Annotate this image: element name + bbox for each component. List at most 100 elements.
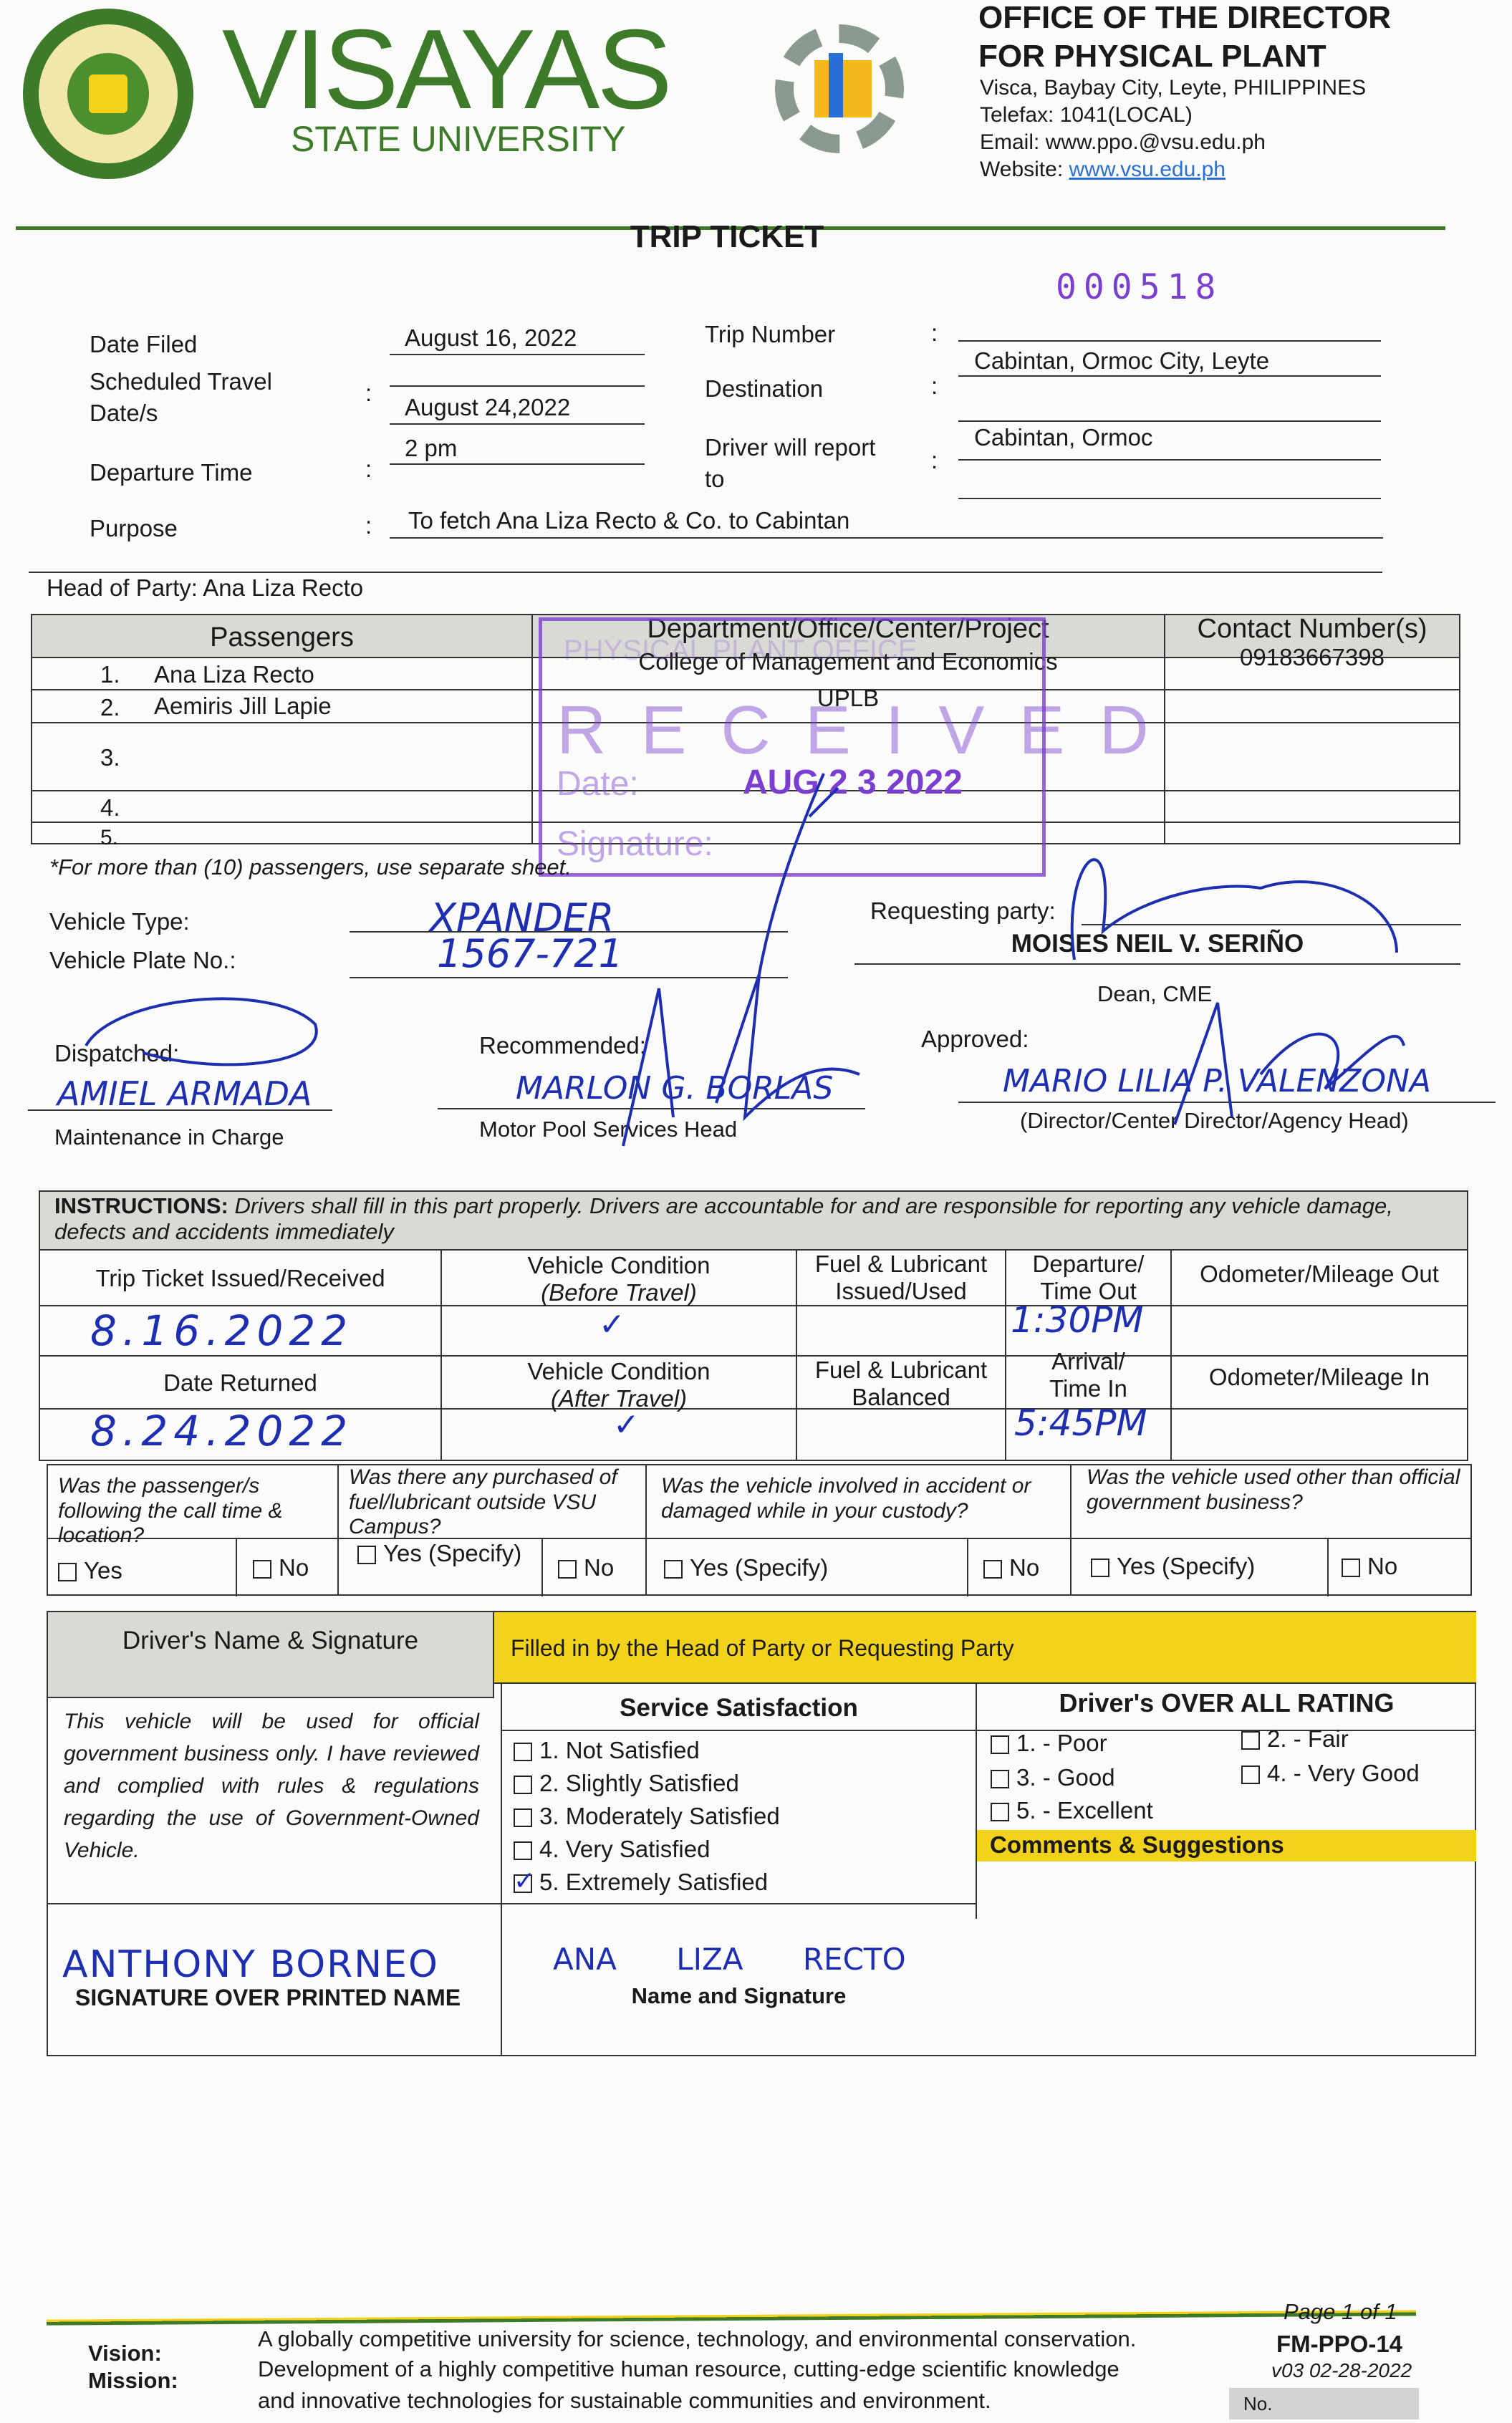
option-label: 2. Slightly Satisfied bbox=[539, 1770, 739, 1796]
underline bbox=[390, 463, 645, 465]
underline bbox=[350, 931, 788, 933]
date-filed-value: August 16, 2022 bbox=[405, 324, 577, 351]
rating-header: Driver's OVER ALL RATING bbox=[1059, 1688, 1395, 1718]
arrival-value: 5:45PM bbox=[1014, 1402, 1147, 1444]
mission-text-2: and innovative technologies for sustaina… bbox=[258, 2388, 991, 2413]
stamp-faint-text: PHYSICAL PLANT OFFICE bbox=[564, 635, 918, 666]
approved-signature bbox=[1173, 1002, 1405, 1125]
q2-no-checkbox[interactable]: No bbox=[558, 1554, 614, 1581]
office-website: Website: www.vsu.edu.ph bbox=[980, 158, 1226, 183]
scheduled-value: August 24,2022 bbox=[405, 394, 571, 420]
dispatched-label: Dispatched: bbox=[54, 1040, 180, 1066]
q2-yes-checkbox[interactable]: Yes (Specify) bbox=[357, 1540, 536, 1567]
option-label: Yes (Specify) bbox=[690, 1554, 829, 1581]
fuel-bal-2: Balanced bbox=[852, 1384, 950, 1410]
departure-value: 1:30PM bbox=[1011, 1299, 1144, 1341]
satisfaction-option-3[interactable]: 3. Moderately Satisfied bbox=[514, 1803, 780, 1830]
checkbox-icon bbox=[58, 1563, 77, 1581]
colon: : bbox=[931, 319, 938, 346]
cond-after-1: Vehicle Condition bbox=[527, 1358, 711, 1384]
trip-number-label: Trip Number bbox=[705, 321, 836, 347]
report-label-2: to bbox=[705, 466, 725, 492]
passenger-name: Ana Liza Recto bbox=[154, 661, 314, 688]
evaluation-section: Driver's Name & Signature This vehicle w… bbox=[47, 1611, 1476, 2056]
row-line bbox=[40, 1355, 1467, 1357]
underline bbox=[390, 537, 1383, 539]
dispatched-title: Maintenance in Charge bbox=[54, 1124, 284, 1150]
ticket-number: 000518 bbox=[1056, 267, 1223, 307]
divider bbox=[1070, 1465, 1072, 1594]
departure-label: Departure Time bbox=[90, 459, 253, 486]
checkbox-icon bbox=[983, 1560, 1002, 1579]
underline bbox=[958, 375, 1381, 377]
fuel-issued-1: Fuel & Lubricant bbox=[814, 1251, 988, 1277]
table-header-row bbox=[32, 615, 1459, 658]
q1-no-checkbox[interactable]: No bbox=[253, 1554, 309, 1581]
rating-option-4[interactable]: 4. - Very Good bbox=[1241, 1760, 1420, 1787]
row-line bbox=[48, 1538, 1470, 1539]
rating-option-5[interactable]: 5. - Excellent bbox=[991, 1797, 1153, 1824]
rating-option-1[interactable]: 1. - Poor bbox=[991, 1730, 1107, 1757]
website-link[interactable]: www.vsu.edu.ph bbox=[1069, 158, 1226, 181]
departure-2: Time Out bbox=[1040, 1278, 1137, 1304]
no-label: No. bbox=[1243, 2393, 1273, 2414]
comments-input[interactable] bbox=[977, 1861, 1476, 2048]
odometer-in: Odometer/Mileage In bbox=[1208, 1364, 1430, 1390]
satisfaction-signer: ANA LIZA RECTO bbox=[553, 1942, 906, 1977]
row-num: 2. bbox=[100, 694, 120, 721]
recommended-title: Motor Pool Services Head bbox=[479, 1117, 738, 1142]
checkbox-icon bbox=[1342, 1559, 1360, 1577]
option-label: No bbox=[584, 1554, 615, 1581]
colon: : bbox=[365, 512, 372, 539]
vehicle-type-label: Vehicle Type: bbox=[49, 908, 190, 935]
option-label: 5. Extremely Satisfied bbox=[539, 1869, 769, 1895]
satisfaction-header: Service Satisfaction bbox=[620, 1694, 858, 1722]
option-label: 3. Moderately Satisfied bbox=[539, 1803, 780, 1829]
vision-text: A globally competitive university for sc… bbox=[258, 2326, 1137, 2351]
divider bbox=[1164, 615, 1165, 843]
satisfaction-banner-text: Filled in by the Head of Party or Reques… bbox=[511, 1635, 1014, 1661]
satisfaction-option-2[interactable]: 2. Slightly Satisfied bbox=[514, 1770, 739, 1797]
divider bbox=[645, 1465, 647, 1594]
colon: : bbox=[931, 372, 938, 399]
vehicle-plate-value: 1567-721 bbox=[437, 931, 623, 976]
stamp-received: RECEIVED bbox=[557, 692, 1183, 769]
row-line bbox=[48, 1903, 977, 1904]
departure-1: Departure/ bbox=[1032, 1251, 1145, 1277]
underline bbox=[958, 420, 1381, 422]
q4-yes-checkbox[interactable]: Yes (Specify) bbox=[1091, 1553, 1255, 1580]
underline bbox=[958, 498, 1381, 499]
recommended-label: Recommended: bbox=[479, 1032, 646, 1059]
rating-option-3[interactable]: 3. - Good bbox=[991, 1764, 1115, 1791]
arrival-1: Arrival/ bbox=[1051, 1348, 1125, 1374]
signature-scribbles bbox=[85, 773, 1405, 1147]
satisfaction-option-1[interactable]: 1. Not Satisfied bbox=[514, 1737, 700, 1764]
satisfaction-option-5[interactable]: ✓ 5. Extremely Satisfied bbox=[514, 1866, 769, 1896]
rating-option-2[interactable]: 2. - Fair bbox=[1241, 1725, 1349, 1753]
no-box: No. bbox=[1229, 2388, 1419, 2419]
underline bbox=[958, 1102, 1496, 1103]
office-email: Email: www.ppo.@vsu.edu.ph bbox=[980, 130, 1266, 154]
cond-before-check: ✓ bbox=[599, 1306, 625, 1343]
underline bbox=[350, 977, 788, 978]
page-number: Page 1 of 1 bbox=[1284, 2299, 1397, 2324]
driver-name: ANTHONY BORNEO bbox=[62, 1943, 439, 1986]
stamp-signature-label: Signature: bbox=[557, 825, 713, 863]
scheduled-label-2: Date/s bbox=[90, 400, 158, 426]
satisfaction-option-4[interactable]: 4. Very Satisfied bbox=[514, 1836, 710, 1863]
q3-no-checkbox[interactable]: No bbox=[983, 1554, 1039, 1581]
recommended-signature bbox=[622, 973, 860, 1147]
q1-yes-checkbox[interactable]: Yes bbox=[58, 1557, 122, 1584]
checkbox-icon bbox=[1241, 1766, 1260, 1784]
driver-header-cell bbox=[48, 1612, 494, 1698]
issued-value: 8.16.2022 bbox=[90, 1306, 354, 1355]
cond-before-2: (Before Travel) bbox=[541, 1279, 697, 1306]
q4-no-checkbox[interactable]: No bbox=[1342, 1553, 1397, 1580]
underline bbox=[390, 423, 645, 425]
arrival-2: Time In bbox=[1049, 1375, 1127, 1402]
instructions-header bbox=[40, 1192, 1467, 1251]
comments-bar bbox=[977, 1830, 1476, 1861]
divider bbox=[531, 615, 533, 843]
q3-yes-checkbox[interactable]: Yes (Specify) bbox=[664, 1554, 828, 1581]
header-divider bbox=[16, 226, 1445, 230]
